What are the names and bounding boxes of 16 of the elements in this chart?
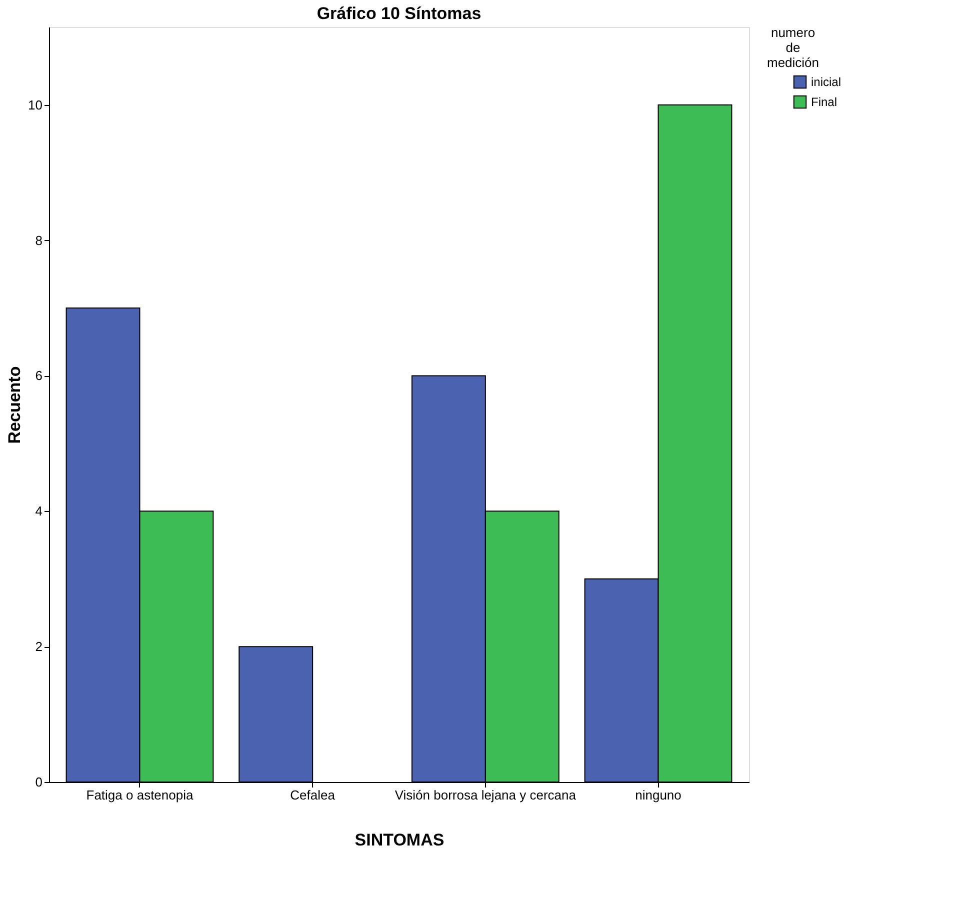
y-tick-label: 8 [35,232,42,248]
y-tick-label: 6 [35,368,42,384]
chart-title: Gráfico 10 Síntomas [316,4,482,23]
x-tick-label: Fatiga o astenopia [86,788,194,802]
x-tick-label: Cefalea [290,788,336,802]
legend-label: inicial [811,75,842,89]
x-tick-label: ninguno [635,788,682,802]
y-axis-title: Recuento [5,366,24,444]
y-tick-label: 10 [28,97,42,112]
y-tick-label: 0 [35,774,42,790]
legend-title: numero de medición [766,25,820,70]
y-tick-label: 4 [35,504,42,519]
x-tick-label: Visión borrosa lejana y cercana [394,788,577,802]
x-axis-title: SINTOMAS [354,830,444,850]
legend-label: Final [811,95,838,109]
y-tick-label: 2 [35,639,42,654]
